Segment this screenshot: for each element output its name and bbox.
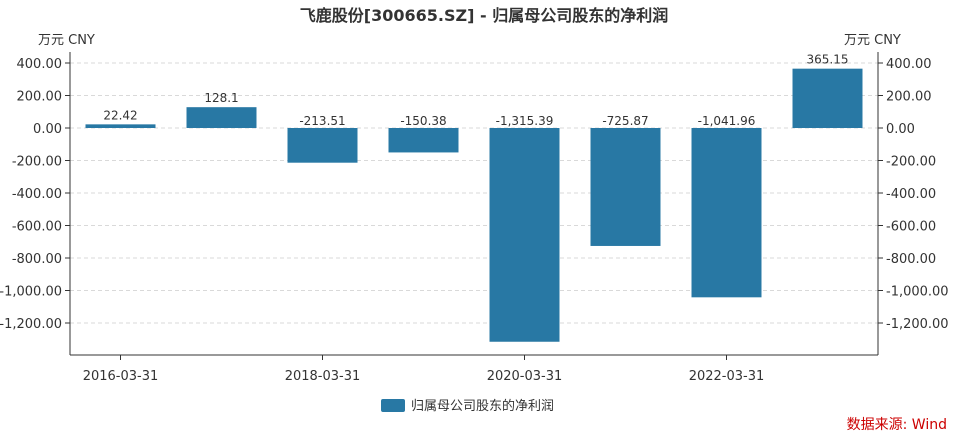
y-tick-label-left: 0.00 [33, 122, 62, 137]
bar-data-label: 128.1 [204, 91, 238, 105]
y-tick-label-right: 0.00 [886, 122, 915, 137]
legend-label: 归属母公司股东的净利润 [411, 398, 554, 414]
x-tick-label: 2020-03-31 [487, 369, 563, 384]
legend: 归属母公司股东的净利润 [381, 398, 554, 414]
bar [388, 128, 459, 153]
legend-swatch [381, 399, 405, 412]
y-tick-label-left: -800.00 [12, 252, 62, 267]
right-axis-unit: 万元 CNY [844, 33, 901, 48]
x-tick-label: 2016-03-31 [83, 369, 159, 384]
bar [792, 68, 863, 128]
chart-title: 飞鹿股份[300665.SZ] - 归属母公司股东的净利润 [300, 6, 668, 25]
axes: 400.00 400.00 200.00 200.00 0.00 0.00 -200.00 -… [0, 52, 949, 384]
y-tick-label-right: -600.00 [886, 220, 936, 235]
x-tick-label: 2018-03-31 [285, 369, 361, 384]
y-tick-label-left: -1,200.00 [0, 317, 62, 332]
y-tick-label-right: 200.00 [886, 90, 932, 105]
bar [85, 124, 156, 128]
bars: 22.42 128.1 -213.51 -150.38 -1,315.39 -725.87… [85, 53, 863, 342]
y-tick-label-left: 400.00 [17, 57, 63, 72]
y-tick-label-right: -200.00 [886, 155, 936, 170]
data-source: 数据来源: Wind [847, 417, 947, 433]
y-tick-label-right: -400.00 [886, 187, 936, 202]
y-tick-label-left: -400.00 [12, 187, 62, 202]
bar-data-label: -213.51 [299, 114, 345, 128]
bar-data-label: -150.38 [400, 114, 446, 128]
y-tick-label-left: -600.00 [12, 220, 62, 235]
bar [186, 107, 257, 128]
y-tick-label-right: -1,000.00 [886, 285, 949, 300]
y-tick-label-left: -1,000.00 [0, 285, 62, 300]
y-tick-label-left: -200.00 [12, 155, 62, 170]
bar-data-label: 365.15 [807, 53, 849, 67]
bar-data-label: 22.42 [103, 108, 137, 122]
y-tick-label-left: 200.00 [17, 90, 63, 105]
y-tick-label-right: -1,200.00 [886, 317, 949, 332]
bar-data-label: -725.87 [602, 114, 648, 128]
left-axis-unit: 万元 CNY [38, 33, 95, 48]
bar-data-label: -1,041.96 [698, 114, 756, 128]
x-tick-label: 2022-03-31 [689, 369, 765, 384]
y-tick-label-right: 400.00 [886, 57, 932, 72]
bar [691, 128, 762, 298]
bar [590, 128, 661, 246]
bar [287, 128, 358, 163]
bar [489, 128, 560, 342]
bar-data-label: -1,315.39 [496, 114, 554, 128]
y-tick-label-right: -800.00 [886, 252, 936, 267]
